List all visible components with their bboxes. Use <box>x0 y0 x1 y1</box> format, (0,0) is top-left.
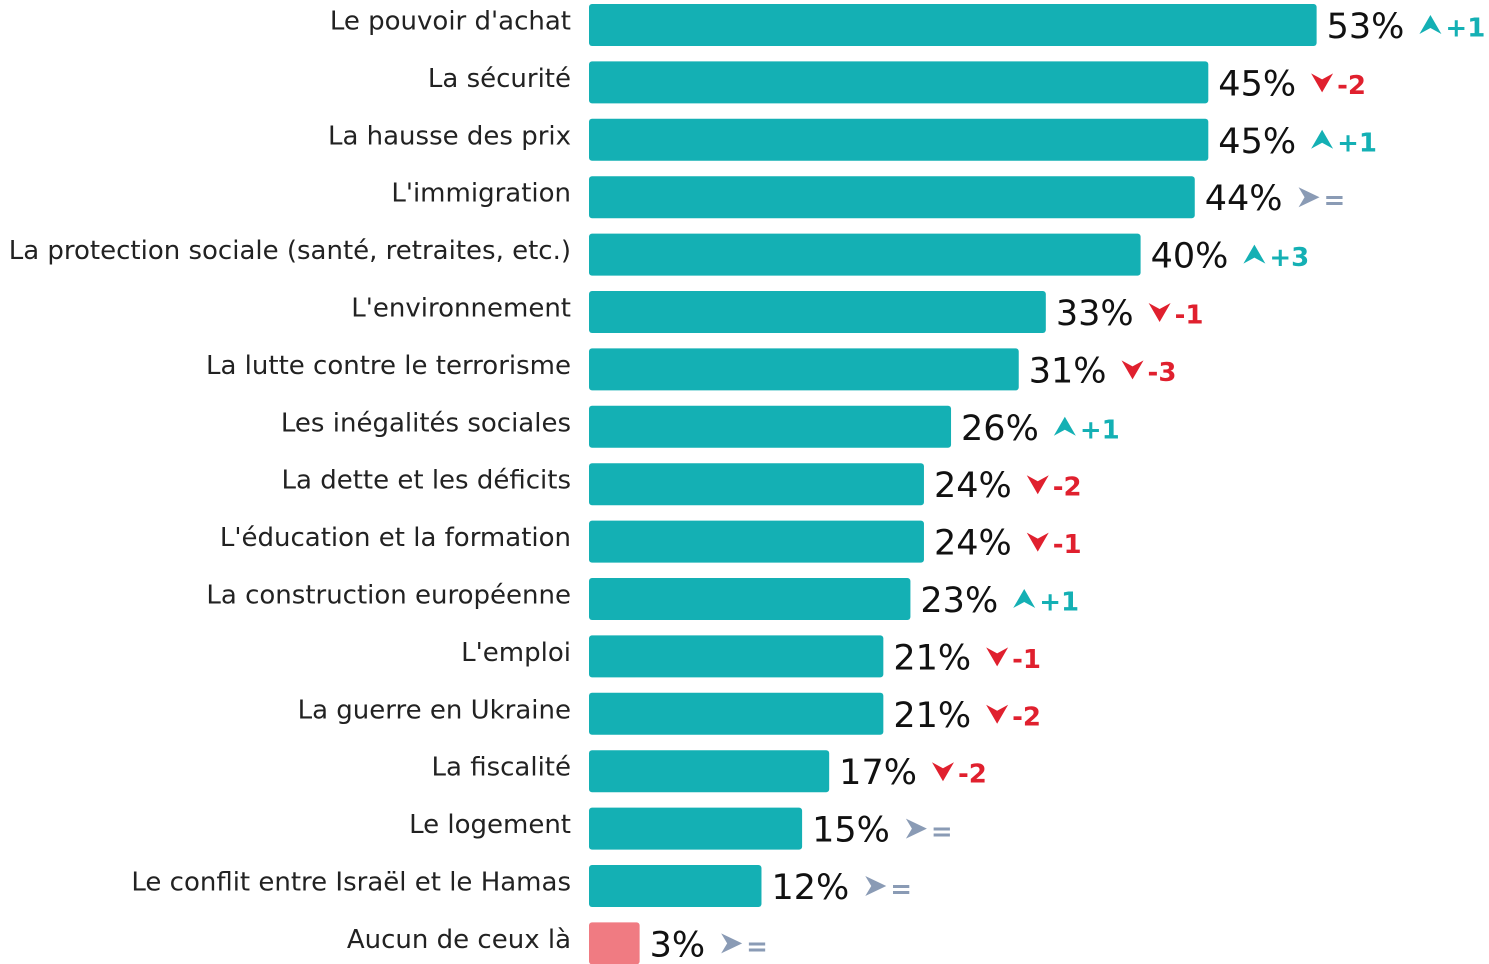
change-arrow <box>1419 15 1442 34</box>
bar <box>589 291 1046 333</box>
value-label: 23% <box>920 581 998 621</box>
bar <box>589 233 1141 276</box>
category-label: La construction européenne <box>206 581 571 611</box>
change-arrow <box>1121 360 1144 380</box>
change-arrow <box>986 704 1009 724</box>
bar <box>589 61 1209 104</box>
category-label: Aucun de ceux là <box>347 925 571 955</box>
change-arrow <box>865 876 887 896</box>
bar <box>589 4 1317 46</box>
bar <box>589 405 952 448</box>
change-label: -2 <box>1337 71 1366 101</box>
category-label: La sécurité <box>428 64 571 94</box>
category-label: Les inégalités sociales <box>281 408 571 438</box>
change-label: -2 <box>1053 473 1082 503</box>
change-label: -1 <box>1012 645 1041 675</box>
value-label: 44% <box>1205 179 1283 219</box>
category-label: La guerre en Ukraine <box>298 695 571 725</box>
change-arrow <box>1298 187 1320 208</box>
change-label: = <box>1324 186 1346 216</box>
category-label: La fiscalité <box>432 753 571 783</box>
bar <box>589 118 1209 161</box>
change-arrow <box>1026 475 1049 495</box>
change-label: = <box>890 875 912 905</box>
change-arrow <box>1311 73 1334 93</box>
change-arrow <box>931 762 954 782</box>
category-label: L'environnement <box>351 294 571 324</box>
value-label: 45% <box>1218 64 1296 104</box>
bar <box>589 463 924 506</box>
change-arrow <box>986 647 1009 667</box>
value-label: 21% <box>893 638 971 678</box>
category-label: La lutte contre le terrorisme <box>206 351 571 381</box>
change-label: +1 <box>1337 128 1377 158</box>
change-label: +1 <box>1445 14 1485 44</box>
change-arrow <box>1013 589 1036 608</box>
bar <box>589 750 830 793</box>
change-arrow <box>1148 303 1171 322</box>
value-label: 31% <box>1029 351 1107 391</box>
value-label: 26% <box>961 409 1039 449</box>
category-label: L'emploi <box>461 638 571 668</box>
value-label: 24% <box>934 524 1012 564</box>
change-arrow <box>1026 532 1049 552</box>
change-label: +3 <box>1269 243 1309 273</box>
change-label: -2 <box>958 760 987 790</box>
change-arrow <box>1243 244 1266 264</box>
change-label: -1 <box>1053 530 1082 560</box>
category-label: L'immigration <box>391 179 571 209</box>
bar <box>589 807 803 850</box>
value-label: 15% <box>812 811 890 851</box>
value-label: 24% <box>934 466 1012 506</box>
change-arrow <box>1311 129 1334 149</box>
bar <box>589 865 762 907</box>
category-label: La dette et les déficits <box>282 466 571 496</box>
value-label: 21% <box>893 696 971 736</box>
change-label: +1 <box>1080 415 1120 445</box>
value-label: 45% <box>1218 122 1296 162</box>
category-label: Le pouvoir d'achat <box>330 7 571 37</box>
value-label: 17% <box>839 753 917 793</box>
category-label: L'éducation et la formation <box>220 523 571 553</box>
change-label: -3 <box>1148 358 1177 388</box>
category-label: La protection sociale (santé, retraites,… <box>9 236 571 266</box>
category-label: Le conflit entre Israël et le Hamas <box>131 868 571 898</box>
change-label: = <box>746 932 768 962</box>
change-label: +1 <box>1039 588 1079 618</box>
value-label: 40% <box>1151 237 1229 277</box>
change-label: -2 <box>1012 702 1041 732</box>
category-label: La hausse des prix <box>328 121 571 151</box>
bar <box>589 635 884 678</box>
bar <box>589 520 924 563</box>
bar <box>589 692 884 735</box>
change-arrow <box>721 933 743 954</box>
bar <box>589 176 1195 219</box>
bar <box>589 922 640 964</box>
change-label: = <box>931 817 953 847</box>
value-label: 12% <box>771 868 849 908</box>
change-label: -1 <box>1175 301 1204 331</box>
value-label: 3% <box>650 925 706 964</box>
change-arrow <box>905 818 927 839</box>
value-label: 33% <box>1056 294 1134 334</box>
bar <box>589 578 911 620</box>
value-label: 53% <box>1327 7 1405 47</box>
category-label: Le logement <box>409 810 571 840</box>
bar <box>589 348 1019 391</box>
change-arrow <box>1053 416 1076 436</box>
